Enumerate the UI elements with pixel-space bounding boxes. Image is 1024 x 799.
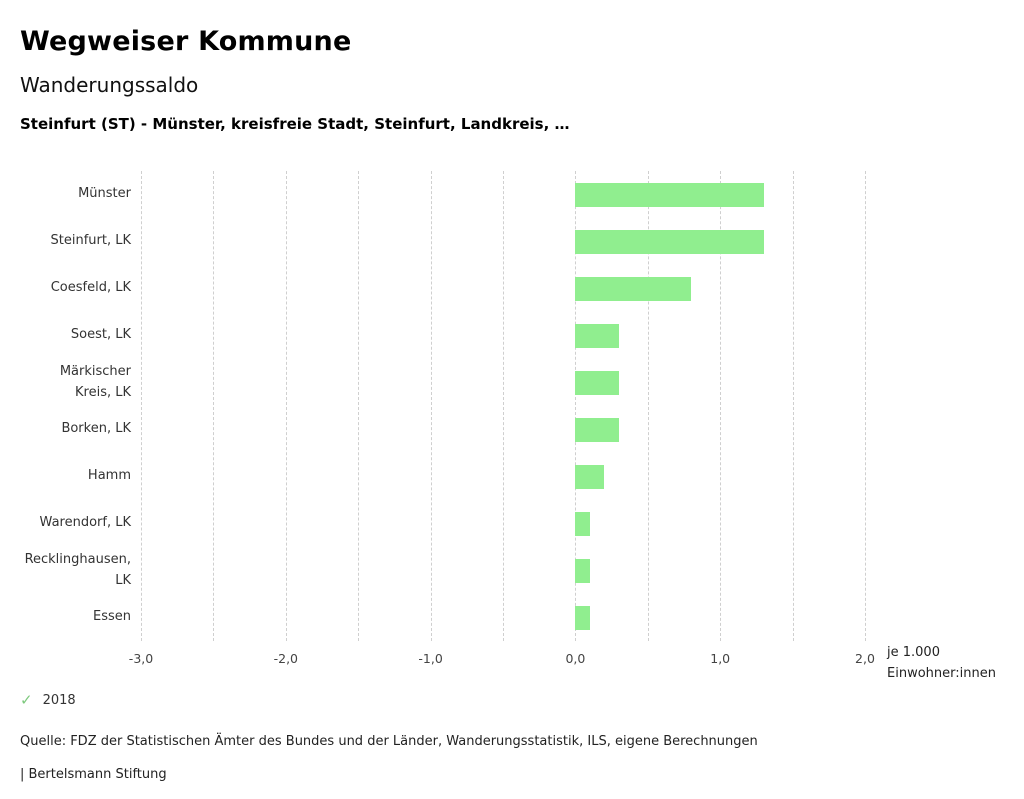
bar-chart: Münster Steinfurt, LK Coesfeld, LK Soest, L… xyxy=(20,171,1004,681)
gridline xyxy=(285,171,287,641)
bar xyxy=(575,229,764,254)
x-tick-label: 0,0 xyxy=(565,651,586,666)
category-label: Coesfeld, LK xyxy=(50,280,131,296)
gridline xyxy=(865,171,866,641)
source-text: Quelle: FDZ der Statistischen Ämter des … xyxy=(20,734,758,749)
gridline xyxy=(575,171,577,641)
gridline xyxy=(720,171,722,641)
gridline xyxy=(141,171,142,641)
category-label: Essen xyxy=(93,609,131,625)
plot-area: -3,0 -2,0 -1,0 0,0 1,0 2,0 xyxy=(129,171,875,666)
page-title: Wegweiser Kommune xyxy=(20,26,352,57)
axis-unit-line2: Einwohner:innen xyxy=(887,665,996,681)
category-label: Warendorf, LK xyxy=(39,515,131,531)
bar xyxy=(575,370,619,395)
x-tick-label: -1,0 xyxy=(418,651,443,666)
category-label: Soest, LK xyxy=(70,327,131,343)
category-label: Märkischer Kreis, LK xyxy=(59,363,131,400)
category-labels: Münster Steinfurt, LK Coesfeld, LK Soest, L… xyxy=(20,171,141,641)
x-tick-label: 2,0 xyxy=(855,651,875,666)
bar xyxy=(575,464,605,489)
bar xyxy=(575,605,590,630)
bar xyxy=(575,323,619,348)
check-icon: ✓ xyxy=(20,691,33,709)
category-label: Borken, LK xyxy=(61,421,131,437)
category-label: Münster xyxy=(78,186,131,202)
bar xyxy=(575,276,692,301)
gridline xyxy=(213,171,215,641)
bar xyxy=(575,511,590,536)
bar xyxy=(575,417,619,442)
axis-unit-line1: je 1.000 xyxy=(887,645,940,660)
axis-unit-label: je 1.000 Einwohner:innen xyxy=(887,643,996,685)
x-tick-label: -3,0 xyxy=(128,651,154,666)
gridline xyxy=(792,171,794,641)
gridline xyxy=(647,171,649,641)
brand-text: | Bertelsmann Stiftung xyxy=(20,767,167,782)
bar xyxy=(575,558,590,583)
chart-subtitle: Steinfurt (ST) - Münster, kreisfreie Sta… xyxy=(20,115,570,133)
category-label: Steinfurt, LK xyxy=(50,233,132,249)
legend-year-label: 2018 xyxy=(42,693,76,708)
category-label: Recklinghausen, LK xyxy=(24,551,131,588)
gridline xyxy=(358,171,360,641)
legend: ✓ 2018 xyxy=(20,691,1004,709)
gridline xyxy=(503,171,504,641)
chart-title: Wanderungssaldo xyxy=(20,73,199,97)
x-tick-label: 1,0 xyxy=(710,651,731,666)
bar xyxy=(575,182,764,207)
x-tick-label: -2,0 xyxy=(273,651,298,666)
gridline xyxy=(430,171,432,641)
category-label: Hamm xyxy=(87,468,131,484)
